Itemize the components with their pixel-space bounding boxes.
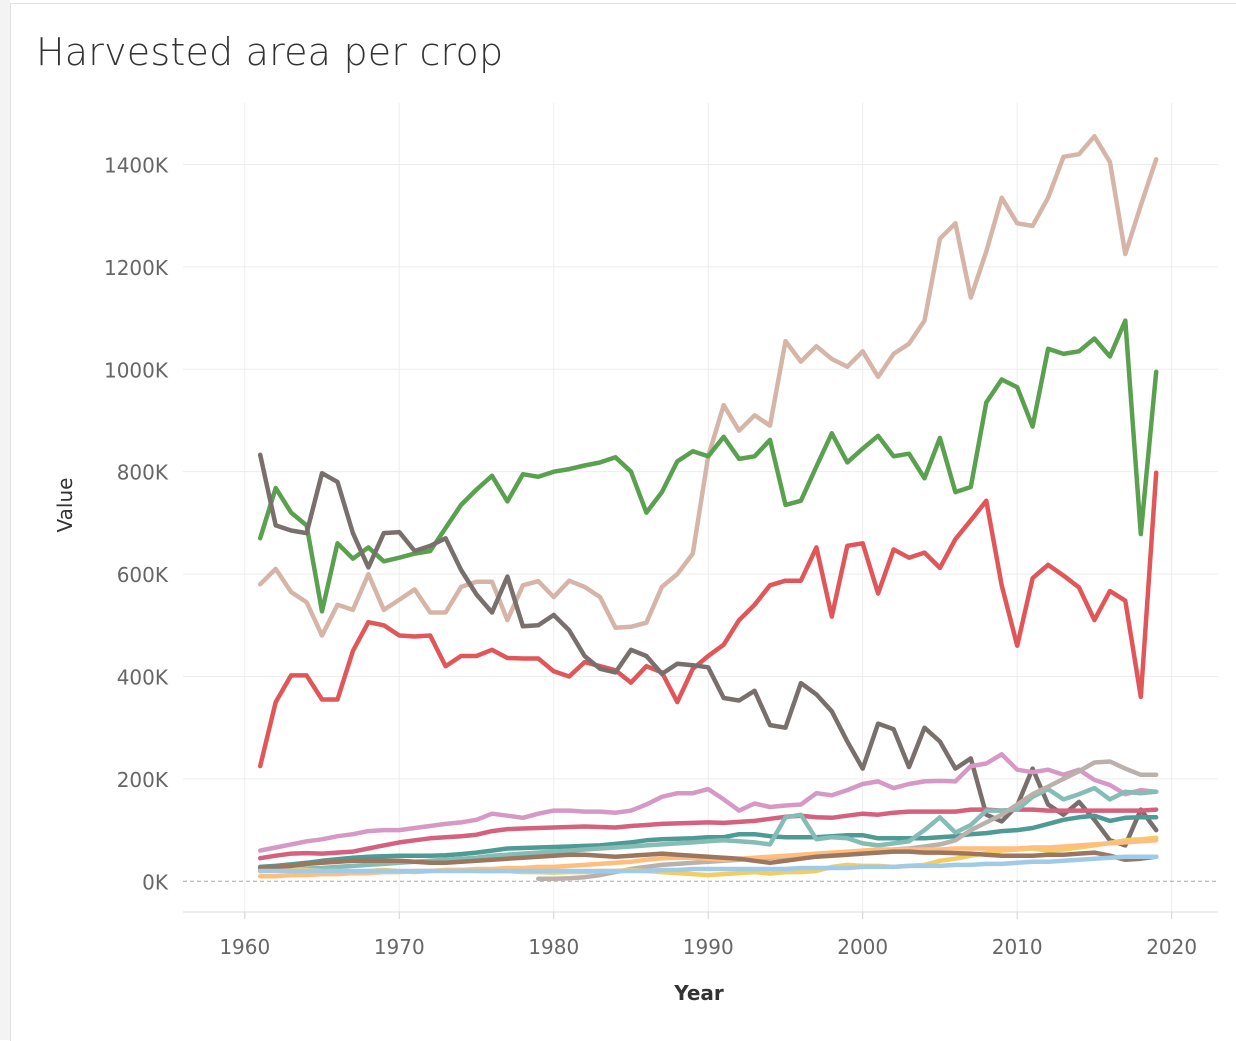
series-line-11: [257, 849, 1159, 871]
chart-panel: [10, 3, 1236, 1041]
series-line-2: [257, 470, 1159, 769]
y-tick-label: 600K: [117, 563, 169, 587]
y-tick-label: 1000K: [104, 358, 169, 382]
series-line-3: [257, 452, 1159, 848]
x-tick-label: 2000: [837, 935, 888, 959]
y-tick-label: 1200K: [104, 256, 169, 280]
x-axis-label: Year: [673, 981, 724, 1005]
series-line-4: [257, 752, 1159, 853]
series-line-1: [257, 318, 1159, 614]
x-tick-label: 1980: [528, 935, 579, 959]
x-tick-label: 2020: [1146, 935, 1197, 959]
y-tick-label: 200K: [117, 768, 169, 792]
left-rail: [0, 0, 10, 1040]
y-tick-label: 400K: [117, 665, 169, 689]
x-tick-label: 1970: [374, 935, 425, 959]
series-layer: [257, 134, 1159, 881]
grid-layer: [183, 103, 1218, 912]
chart-title: Harvested area per crop: [36, 30, 504, 74]
y-tick-label: 0K: [142, 870, 169, 894]
series-line-6: [257, 813, 1159, 870]
y-tick-label: 800K: [117, 461, 169, 485]
axis-layer: 1960 1970 1980 1990 2000 2010 2020 0K 200K 400K 60…: [104, 153, 1218, 959]
x-tick-label: 2010: [992, 935, 1043, 959]
x-tick-label: 1990: [683, 935, 734, 959]
y-axis-label: Value: [53, 478, 77, 533]
x-tick-label: 1960: [219, 935, 270, 959]
series-line-12: [257, 854, 1159, 874]
y-tick-label: 1400K: [104, 153, 169, 177]
